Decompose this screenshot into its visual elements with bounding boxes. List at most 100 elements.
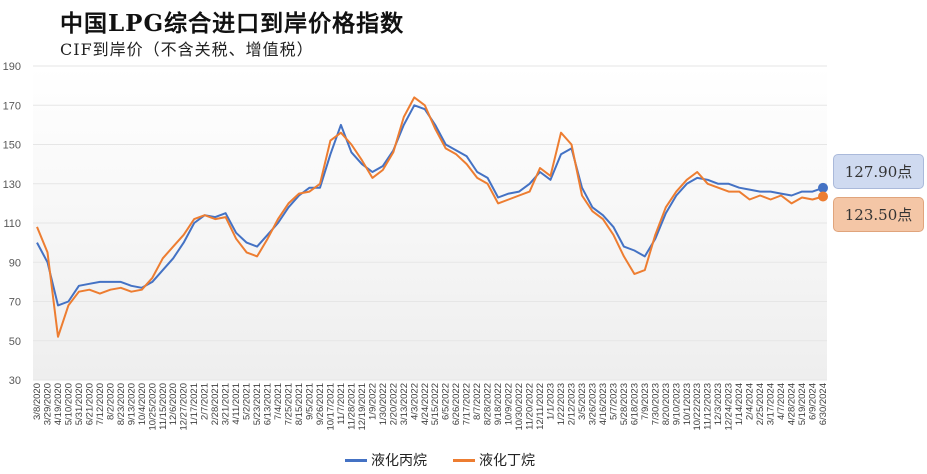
chart-subtitle: CIF到岸价（不含关税、增值税） xyxy=(60,40,314,59)
x-tick-label: 5/7/2023 xyxy=(608,383,619,420)
butane-series-line xyxy=(36,96,824,338)
x-tick-label: 8/23/2020 xyxy=(116,383,127,425)
x-tick-label: 11/12/2023 xyxy=(703,383,714,430)
x-tick-label: 4/28/2024 xyxy=(787,383,798,425)
x-tick-label: 6/9/2024 xyxy=(808,383,819,420)
x-tick-label: 9/18/2022 xyxy=(493,383,504,425)
x-tick-label: 1/9/2022 xyxy=(367,383,378,420)
x-tick-label: 4/19/2020 xyxy=(53,383,64,425)
x-tick-label: 4/11/2021 xyxy=(231,383,242,425)
x-tick-label: 6/18/2023 xyxy=(629,383,640,425)
x-tick-label: 10/1/2023 xyxy=(682,383,693,425)
x-tick-label: 7/4/2021 xyxy=(273,383,284,420)
y-tick-label: 130 xyxy=(3,179,21,191)
x-tick-label: 12/27/2020 xyxy=(179,383,190,431)
y-tick-label: 150 xyxy=(3,140,21,152)
x-tick-label: 3/13/2022 xyxy=(399,383,410,425)
x-tick-label: 7/30/2023 xyxy=(650,383,661,425)
x-tick-label: 4/16/2023 xyxy=(598,383,609,425)
y-tick-label: 50 xyxy=(9,336,21,348)
x-tick-label: 10/22/2023 xyxy=(692,383,703,431)
x-tick-label: 7/9/2023 xyxy=(640,383,651,420)
y-tick-label: 110 xyxy=(3,218,21,230)
propane-latest-callout: 127.90点 xyxy=(833,154,924,189)
y-tick-label: 190 xyxy=(3,61,21,73)
x-tick-label: 9/13/2020 xyxy=(126,383,137,425)
y-tick-label: 170 xyxy=(3,100,21,112)
x-tick-label: 1/14/2024 xyxy=(734,383,745,425)
x-tick-label: 5/23/2021 xyxy=(252,383,263,425)
y-tick-label: 90 xyxy=(9,257,21,269)
x-tick-label: 12/6/2020 xyxy=(168,383,179,425)
legend-swatch-butane xyxy=(453,458,475,462)
x-tick-label: 2/4/2024 xyxy=(745,383,756,420)
x-tick-label: 2/20/2022 xyxy=(388,383,399,425)
x-tick-label: 5/28/2023 xyxy=(619,383,630,425)
x-tick-label: 10/17/2021 xyxy=(325,383,336,431)
x-tick-label: 12/3/2023 xyxy=(713,383,724,425)
x-tick-label: 1/1/2023 xyxy=(546,383,557,420)
propane-endpoint-marker xyxy=(818,182,828,193)
butane-latest-callout: 123.50点 xyxy=(833,197,924,232)
x-tick-label: 2/25/2024 xyxy=(755,383,766,425)
x-tick-label: 1/22/2023 xyxy=(556,383,567,425)
x-tick-label: 12/24/2023 xyxy=(724,383,735,431)
legend-label-propane: 液化丙烷 xyxy=(371,453,427,469)
x-tick-label: 5/31/2020 xyxy=(74,383,85,425)
legend-item-butane: 液化丁烷 xyxy=(453,450,535,470)
x-tick-label: 6/5/2022 xyxy=(441,383,452,420)
x-tick-label: 7/17/2022 xyxy=(462,383,473,425)
x-tick-label: 10/4/2020 xyxy=(137,383,148,425)
x-tick-label: 3/5/2023 xyxy=(577,383,588,420)
x-tick-label: 4/24/2022 xyxy=(420,383,431,425)
x-tick-label: 6/21/2020 xyxy=(84,383,95,425)
x-tick-label: 2/12/2023 xyxy=(566,383,577,425)
x-tick-label: 3/26/2023 xyxy=(587,383,598,425)
x-tick-label: 11/28/2021 xyxy=(346,383,357,430)
x-tick-label: 6/26/2022 xyxy=(451,383,462,425)
x-tick-label: 3/17/2024 xyxy=(766,383,777,425)
x-tick-label: 9/10/2023 xyxy=(671,383,682,425)
x-tick-label: 2/7/2021 xyxy=(200,383,211,420)
y-tick-label: 30 xyxy=(9,375,21,387)
x-tick-label: 3/29/2020 xyxy=(42,383,53,425)
x-tick-label: 3/8/2020 xyxy=(32,383,43,420)
x-tick-label: 5/10/2020 xyxy=(63,383,74,425)
y-tick-label: 70 xyxy=(9,297,21,309)
x-tick-label: 4/3/2022 xyxy=(409,383,420,420)
legend-item-propane: 液化丙烷 xyxy=(345,450,427,470)
x-tick-label: 8/2/2020 xyxy=(105,383,116,420)
legend-label-butane: 液化丁烷 xyxy=(479,453,535,469)
x-tick-label: 5/2/2021 xyxy=(242,383,253,420)
x-tick-label: 5/19/2024 xyxy=(797,383,808,425)
chart-legend: 液化丙烷 液化丁烷 xyxy=(345,449,561,471)
x-tick-label: 9/5/2021 xyxy=(304,383,315,420)
x-tick-label: 10/30/2022 xyxy=(514,383,525,431)
x-tick-label: 10/25/2020 xyxy=(147,383,158,431)
x-tick-label: 6/13/2021 xyxy=(263,383,274,425)
butane-endpoint-marker xyxy=(818,191,828,202)
x-tick-label: 4/7/2024 xyxy=(776,383,787,420)
x-tick-label: 10/9/2022 xyxy=(504,383,515,425)
x-tick-label: 9/26/2021 xyxy=(315,383,326,425)
x-tick-label: 8/7/2022 xyxy=(472,383,483,420)
x-tick-label: 12/11/2022 xyxy=(535,383,546,430)
x-tick-label: 1/17/2021 xyxy=(189,383,200,425)
x-tick-label: 7/12/2020 xyxy=(95,383,106,425)
x-tick-label: 8/28/2022 xyxy=(483,383,494,425)
x-tick-label: 3/21/2021 xyxy=(221,383,232,425)
x-tick-label: 8/15/2021 xyxy=(294,383,305,425)
x-tick-label: 11/15/2020 xyxy=(158,383,169,430)
x-tick-label: 5/15/2022 xyxy=(430,383,441,425)
chart-title: 中国LPG综合进口到岸价格指数 xyxy=(60,10,405,37)
x-tick-label: 11/7/2021 xyxy=(336,383,347,425)
x-tick-label: 8/20/2023 xyxy=(661,383,672,425)
x-tick-label: 7/25/2021 xyxy=(284,383,295,425)
x-tick-label: 1/30/2022 xyxy=(378,383,389,425)
x-tick-label: 6/30/2024 xyxy=(818,383,829,425)
x-tick-label: 2/28/2021 xyxy=(210,383,221,425)
x-tick-label: 12/19/2021 xyxy=(357,383,368,431)
legend-swatch-propane xyxy=(345,458,367,462)
x-tick-label: 11/20/2022 xyxy=(525,383,536,430)
